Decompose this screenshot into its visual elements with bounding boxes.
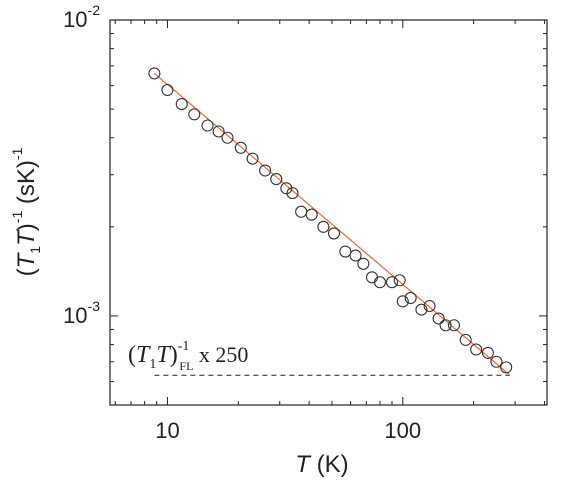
y-tick-label-exponent: -3 (88, 298, 101, 314)
data-point (470, 343, 483, 356)
x-tick-label: 10 (155, 418, 179, 443)
data-point (305, 208, 318, 221)
data-point (459, 333, 472, 346)
data-point (201, 119, 214, 132)
data-point (415, 303, 428, 316)
x-axis-title: T (K) (295, 451, 348, 478)
axis-ticks (110, 19, 547, 406)
data-point (148, 67, 161, 80)
data-point (339, 245, 352, 258)
data-point (317, 220, 330, 233)
data-point (161, 83, 174, 97)
plot-frame (109, 19, 548, 406)
data-point (423, 299, 436, 313)
y-tick-label: 10-2 (63, 2, 100, 32)
x-tick-label: 100 (384, 418, 421, 443)
data-point (212, 125, 225, 138)
data-point (270, 173, 283, 186)
data-point (373, 276, 387, 289)
data-point (246, 152, 259, 165)
data-point (221, 131, 234, 144)
data-point (396, 295, 409, 308)
data-point (259, 164, 272, 177)
data-point (490, 355, 503, 368)
data-point (439, 319, 452, 332)
data-point (357, 257, 370, 270)
data-point (286, 187, 299, 200)
data-point (447, 319, 461, 332)
y-tick-label-base: 10 (63, 7, 87, 32)
data-point (365, 271, 379, 284)
y-tick-label-base: 10 (63, 303, 87, 328)
fl-annotation: (T1T)-1 FL x 250 (128, 339, 248, 373)
data-point (393, 274, 406, 287)
data-point (404, 291, 417, 305)
data-point (349, 249, 362, 262)
data-point (385, 276, 399, 289)
y-axis-title: (T1T)-1 (sK)-1 (9, 147, 43, 276)
data-point (188, 108, 201, 121)
data-points (148, 67, 513, 374)
y-tick-label-exponent: -2 (88, 2, 101, 18)
data-point (481, 346, 494, 359)
data-point (327, 227, 341, 240)
data-point (432, 312, 445, 325)
y-tick-label: 10-3 (63, 298, 100, 328)
data-point (295, 205, 308, 218)
data-point (234, 141, 247, 154)
data-point (500, 361, 513, 374)
data-point (280, 182, 293, 195)
data-point (175, 97, 188, 111)
